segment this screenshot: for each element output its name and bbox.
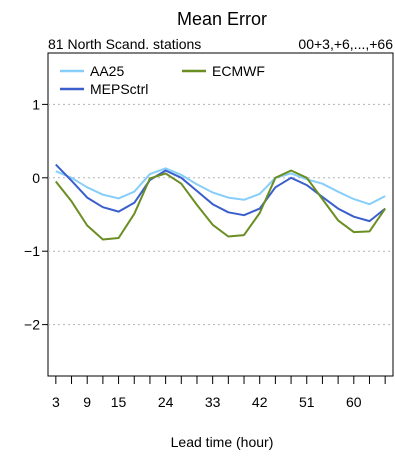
x-axis-label: Lead time (hour) <box>171 434 274 450</box>
legend-label-aa25: AA25 <box>90 63 124 79</box>
legend: AA25 MEPSctrl ECMWF <box>60 63 265 97</box>
series-lines <box>55 163 387 241</box>
x-tick-label: 51 <box>299 394 315 410</box>
chart-title: Mean Error <box>177 9 267 29</box>
x-tick-label: 24 <box>158 394 174 410</box>
x-tick-label: 60 <box>346 394 362 410</box>
legend-label-ecmwf: ECMWF <box>212 63 265 79</box>
axes: 1 0 −1 −2 3 9 15 24 33 42 51 60 <box>24 96 386 410</box>
x-tick-label: 33 <box>205 394 221 410</box>
chart-subtitle-leadtimes: 00+3,+6,...,+66 <box>298 36 393 52</box>
y-tick-label: −2 <box>24 317 40 333</box>
chart-subtitle-stations: 81 North Scand. stations <box>48 36 201 52</box>
series-line-mepsctrl <box>55 163 386 223</box>
y-tick-label: −1 <box>24 243 40 259</box>
series-line-ecmwf <box>55 169 387 241</box>
x-tick-label: 42 <box>252 394 268 410</box>
series-line-aa25 <box>55 167 386 206</box>
plot-frame <box>47 52 394 377</box>
x-tick-label: 3 <box>52 394 60 410</box>
x-tick-label: 15 <box>111 394 127 410</box>
y-tick-label: 0 <box>32 170 40 186</box>
grid-lines <box>48 103 393 326</box>
legend-label-mepsctrl: MEPSctrl <box>90 81 148 97</box>
x-tick-label: 9 <box>83 394 91 410</box>
y-tick-label: 1 <box>32 96 40 112</box>
